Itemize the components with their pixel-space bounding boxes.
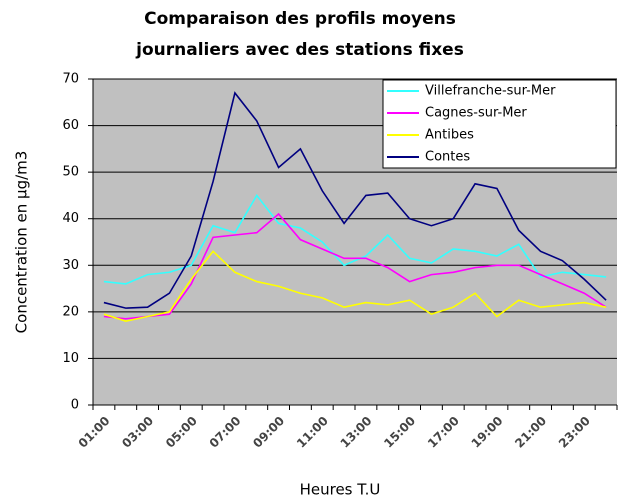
series-line	[103, 212, 607, 320]
x-tick-label: 23:00	[556, 414, 593, 451]
y-tick-label: 30	[62, 258, 79, 273]
x-tick-label: 05:00	[163, 414, 200, 451]
legend-label: Contes	[425, 150, 470, 165]
y-axis-title: Concentration en µg/m3	[13, 151, 31, 334]
x-tick-label: 15:00	[381, 414, 418, 451]
x-tick-label: 17:00	[425, 414, 462, 451]
x-tick-label: 21:00	[512, 414, 549, 451]
chart-title: Comparaison des profils moyens journalie…	[136, 9, 464, 60]
x-tick-label: 19:00	[469, 414, 506, 451]
y-tick-label: 60	[62, 118, 79, 133]
legend-label: Antibes	[425, 128, 474, 143]
x-tick-label: 09:00	[250, 414, 287, 451]
y-tick-label: 0	[71, 398, 79, 413]
y-tick-label: 40	[62, 211, 79, 226]
x-tick-label: 01:00	[76, 414, 113, 451]
series-line	[103, 194, 607, 285]
y-tick-label: 20	[62, 304, 79, 319]
x-tick-label: 07:00	[207, 414, 244, 451]
x-axis-title: Heures T.U	[300, 481, 381, 499]
y-tick-label: 10	[62, 351, 79, 366]
legend-label: Cagnes-sur-Mer	[425, 106, 527, 121]
series-line	[103, 250, 607, 322]
y-tick-label: 50	[62, 165, 79, 180]
y-tick-label: 70	[62, 72, 79, 87]
legend-label: Villefranche-sur-Mer	[425, 84, 556, 99]
x-tick-label: 13:00	[338, 414, 375, 451]
x-tick-label: 03:00	[119, 414, 156, 451]
series-line	[103, 91, 607, 309]
x-tick-label: 11:00	[294, 414, 331, 451]
legend-box	[382, 79, 617, 169]
